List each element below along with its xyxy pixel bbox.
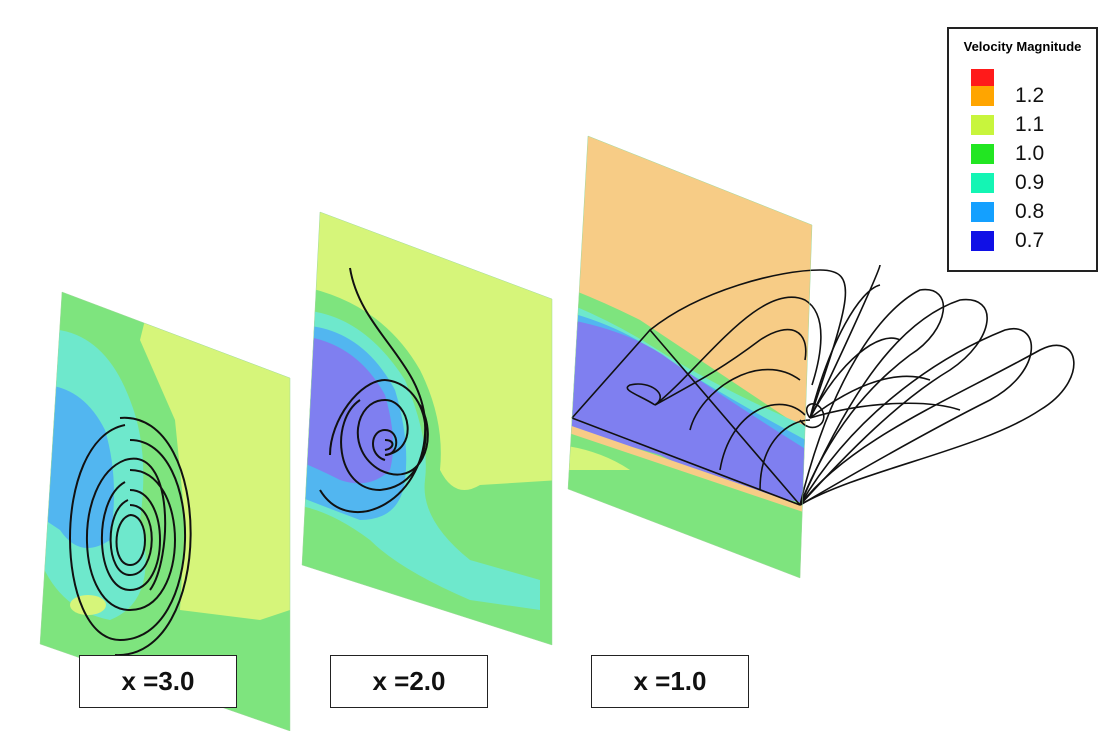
legend-title: Velocity Magnitude [963,39,1082,54]
legend-swatch [971,115,994,135]
legend-row: 1.1 [963,113,1093,144]
legend-swatch [971,86,994,106]
slice-label-x1: x =1.0 [591,655,749,708]
slice-x1 [568,136,812,578]
legend-label: 0.9 [1015,171,1045,194]
legend-label: 0.8 [1015,200,1045,223]
legend-label: 0.7 [1015,229,1045,252]
slice-x3 [40,292,290,731]
legend-row: 0.8 [963,200,1093,231]
slice-x2 [302,212,552,645]
legend-row: 1.2 [963,84,1093,115]
legend-swatch-max [971,69,994,86]
streamlines-x2 [319,267,429,514]
legend-swatch [971,173,994,193]
streamlines-x3 [69,416,192,657]
legend-swatch [971,144,994,164]
legend-row: 1.0 [963,142,1093,173]
legend-label: 1.2 [1015,84,1045,107]
legend-row: 0.7 [963,229,1093,260]
velocity-legend: Velocity Magnitude 1.2 1.1 1.0 0.9 0.8 0… [947,27,1098,272]
legend-swatch [971,231,994,251]
streamlines-x1 [571,264,1075,506]
legend-label: 1.1 [1015,113,1045,136]
legend-row: 0.9 [963,171,1093,202]
slice-label-x2: x =2.0 [330,655,488,708]
legend-label: 1.0 [1015,142,1045,165]
legend-swatch [971,202,994,222]
slice-label-x3: x =3.0 [79,655,237,708]
